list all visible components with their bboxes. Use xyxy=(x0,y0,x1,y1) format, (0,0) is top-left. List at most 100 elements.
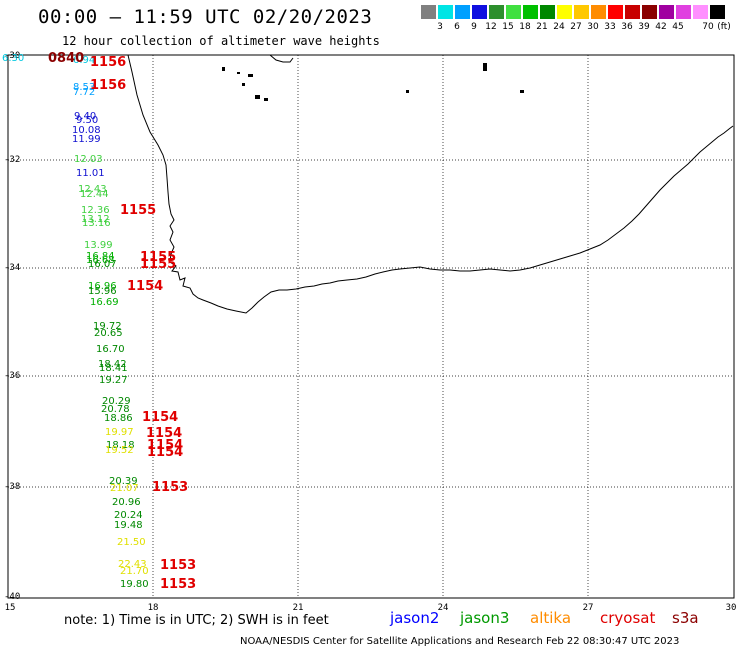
satellite-label: altika xyxy=(530,609,572,627)
wave-height-label: 9.40 xyxy=(74,111,97,122)
pass-time-label: 1155 xyxy=(140,250,177,265)
islands xyxy=(222,63,524,101)
wave-height-label: 7.72 xyxy=(73,87,96,98)
wave-height-label: 12.36 xyxy=(81,205,110,216)
lat-label: -36 xyxy=(4,371,21,381)
legend-swatch xyxy=(676,5,691,19)
legend-tick-label: 12 xyxy=(485,22,497,32)
pass-time-label: 1154 xyxy=(142,410,179,425)
legend-tick-label: 9 xyxy=(471,22,477,32)
wave-height-label: 18.18 xyxy=(106,440,135,451)
legend-swatch xyxy=(523,5,538,19)
wave-height-label: 19.80 xyxy=(120,579,149,590)
lat-label: -32 xyxy=(4,155,21,165)
pass-time-label: 1153 xyxy=(160,558,197,573)
wave-height-label: 21.50 xyxy=(117,537,146,548)
wave-height-label: 13.16 xyxy=(82,218,111,229)
wave-height-label: 21.70 xyxy=(120,566,149,577)
coastline-north xyxy=(269,54,294,63)
legend-swatch xyxy=(693,5,708,19)
wave-height-label: 11.01 xyxy=(76,168,105,179)
pass-time-label: 1153 xyxy=(152,480,189,495)
wave-height-label: 16.70 xyxy=(96,344,125,355)
legend-tick-label: 6 xyxy=(454,22,460,32)
wave-height-label: 20.29 xyxy=(102,396,131,407)
wave-height-label: 6.30 xyxy=(2,53,25,64)
wave-height-label: 20.96 xyxy=(112,497,141,508)
wave-height-label: 13.99 xyxy=(84,240,113,251)
lon-label: 27 xyxy=(582,603,594,613)
legend-swatch xyxy=(489,5,504,19)
legend-tick-label: 18 xyxy=(519,22,531,32)
wave-height-label: 16.96 xyxy=(88,281,117,292)
legend-swatch xyxy=(421,5,436,19)
lon-label: 30 xyxy=(725,603,737,613)
graticule xyxy=(8,55,734,598)
wave-height-label: 13.12 xyxy=(81,214,110,225)
wave-height-label: 20.65 xyxy=(94,328,123,339)
pass-time-label: 1154 xyxy=(147,445,184,460)
legend-unit: (ft) xyxy=(717,22,731,32)
legend-swatch xyxy=(557,5,572,19)
map-title: 00:00 – 11:59 UTC 02/20/2023 xyxy=(38,6,373,28)
wave-height-label: 20.78 xyxy=(101,404,130,415)
pass-time-label: 0840 xyxy=(48,51,85,66)
legend-swatch xyxy=(455,5,470,19)
lon-label: 21 xyxy=(292,603,304,613)
legend-swatch xyxy=(710,5,725,19)
legend-swatch xyxy=(659,5,674,19)
lon-label: 18 xyxy=(147,603,159,613)
legend-swatch xyxy=(608,5,623,19)
legend-tick-label: 15 xyxy=(502,22,514,32)
lat-label: -34 xyxy=(4,263,21,273)
wave-height-label: 10.08 xyxy=(72,125,101,136)
legend-tick-label: 3 xyxy=(437,22,443,32)
pass-time-label: 1156 xyxy=(90,55,127,70)
legend-tick-label: 45 xyxy=(672,22,684,32)
lon-label: 24 xyxy=(437,603,449,613)
pass-time-label: 1153 xyxy=(160,577,197,592)
wave-height-label: 19.72 xyxy=(93,321,122,332)
legend-tick-label: 42 xyxy=(655,22,667,32)
legend-swatch xyxy=(438,5,453,19)
satellite-label: s3a xyxy=(672,609,699,627)
legend-tick-label: 21 xyxy=(536,22,548,32)
wave-height-label: 20.24 xyxy=(114,510,143,521)
wave-height-label: 22.43 xyxy=(118,559,147,570)
legend-tick-label: 27 xyxy=(570,22,582,32)
wave-height-label: 19.52 xyxy=(105,445,134,456)
legend-tick-label: 39 xyxy=(638,22,650,32)
legend-swatch xyxy=(506,5,521,19)
wave-height-label: 15.96 xyxy=(88,286,117,297)
coastline xyxy=(127,54,734,314)
wave-height-label: 18.42 xyxy=(98,359,127,370)
wave-height-label: 19.48 xyxy=(114,520,143,531)
wave-height-label: 12.43 xyxy=(78,184,107,195)
wave-height-label: 11.99 xyxy=(72,134,101,145)
legend-swatch xyxy=(591,5,606,19)
legend-tick-label: 30 xyxy=(587,22,599,32)
pass-time-label: 1154 xyxy=(146,426,183,441)
lon-label: 15 xyxy=(4,603,16,613)
wave-height-label: 6.94 xyxy=(73,55,96,66)
pass-time-label: 1154 xyxy=(127,279,164,294)
wave-height-label: 12.44 xyxy=(80,189,109,200)
pass-time-label: 1156 xyxy=(90,78,127,93)
satellite-label: cryosat xyxy=(600,609,656,627)
pass-time-label: 1154 xyxy=(147,438,184,453)
wave-height-label: 16.07 xyxy=(88,259,117,270)
wave-height-label: 12.03 xyxy=(74,154,103,165)
legend-swatch xyxy=(574,5,589,19)
legend-tick-label: 33 xyxy=(604,22,616,32)
wave-height-label: 8.53 xyxy=(73,82,96,93)
map-subtitle: 12 hour collection of altimeter wave hei… xyxy=(62,34,380,48)
wave-height-label: 16.84 xyxy=(86,251,115,262)
legend-swatch xyxy=(642,5,657,19)
footer-note: note: 1) Time is in UTC; 2) SWH is in fe… xyxy=(64,613,329,628)
pass-time-label: 1155 xyxy=(140,257,177,272)
wave-height-label: 19.97 xyxy=(105,427,134,438)
legend-swatch xyxy=(625,5,640,19)
wave-height-label: 20.39 xyxy=(109,476,138,487)
